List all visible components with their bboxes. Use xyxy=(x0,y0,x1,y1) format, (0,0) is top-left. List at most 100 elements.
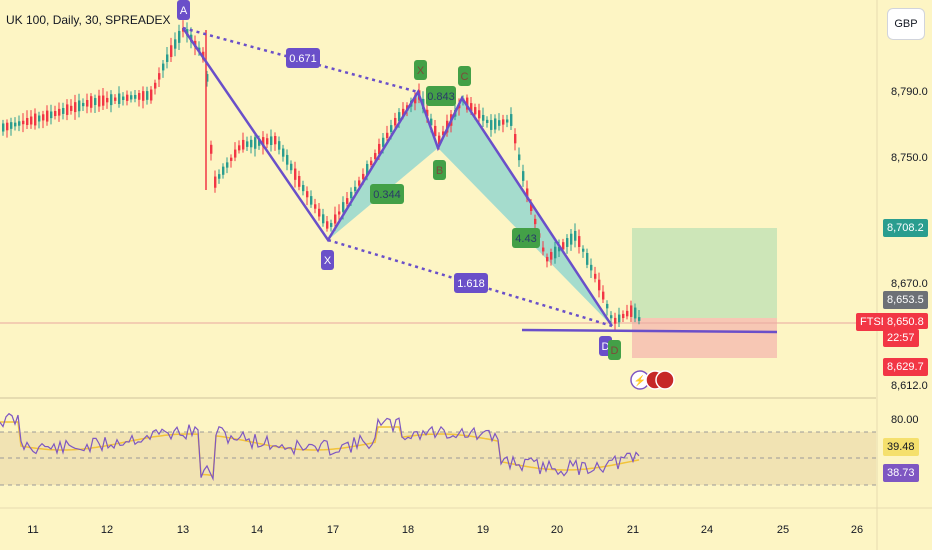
time-tick-label: 14 xyxy=(251,524,263,536)
candle-body xyxy=(74,102,77,113)
candle-body xyxy=(302,185,305,192)
candle-body xyxy=(374,153,377,159)
candle-body xyxy=(638,317,641,321)
candle-body xyxy=(42,114,45,121)
candle-body xyxy=(574,230,577,241)
candle-body xyxy=(206,74,209,82)
time-tick-label: 20 xyxy=(551,524,563,536)
pattern-line xyxy=(181,27,614,327)
candle-body xyxy=(46,110,49,122)
pattern-fill-xab xyxy=(328,92,438,240)
point-x-green-label-bg xyxy=(414,60,427,80)
candle-body xyxy=(494,118,497,130)
candle-body xyxy=(590,264,593,271)
ratio-cd-label-bg xyxy=(512,228,540,248)
candle-body xyxy=(122,96,125,101)
candle-body xyxy=(226,162,229,168)
candle-body xyxy=(266,138,269,145)
candle-body xyxy=(586,252,589,265)
point-b-label: B xyxy=(436,165,443,177)
candle-body xyxy=(6,122,9,131)
candle-body xyxy=(22,120,25,125)
rsi-tick-label: 80.00 xyxy=(891,414,919,426)
candle-body xyxy=(14,122,17,127)
candle-body xyxy=(330,223,333,227)
candle-body xyxy=(502,119,505,125)
candle-body xyxy=(354,186,357,192)
candle-body xyxy=(18,121,21,126)
point-x-label: X xyxy=(324,255,332,267)
candle-body xyxy=(282,148,285,157)
candle-body xyxy=(382,137,385,147)
chart-title: UK 100, Daily, 30, SPREADEX xyxy=(6,13,171,27)
point-c-label-bg xyxy=(458,66,471,86)
candle-body xyxy=(510,114,513,126)
candle-body xyxy=(298,176,301,187)
candle-body xyxy=(258,139,261,146)
point-c-label: C xyxy=(461,71,469,83)
candle-body xyxy=(78,100,81,112)
time-tick-label: 25 xyxy=(777,524,789,536)
candle-body xyxy=(174,39,177,49)
candle-body xyxy=(238,145,241,151)
candle-body xyxy=(626,310,629,317)
candle-body xyxy=(110,94,113,106)
point-a-label-bg xyxy=(177,0,190,20)
ratio-bc-label: 0.843 xyxy=(427,91,455,103)
candle-body xyxy=(434,125,437,137)
candle-body xyxy=(214,176,217,188)
point-x-green-label: X xyxy=(417,65,425,77)
candle-body xyxy=(290,163,293,171)
candle-body xyxy=(598,279,601,291)
candle-body xyxy=(222,166,225,175)
candle-body xyxy=(378,143,381,155)
candle-body xyxy=(150,89,153,101)
candle-body xyxy=(162,63,165,71)
candle-body xyxy=(438,135,441,145)
current-price-tag: 8,650.8 xyxy=(883,313,928,329)
point-x-label-bg xyxy=(321,250,334,270)
candle-body xyxy=(478,110,481,119)
rsi-ma-line xyxy=(0,421,640,477)
candle-body xyxy=(546,256,549,262)
candle-body xyxy=(34,113,37,126)
candle-body xyxy=(594,273,597,279)
candle-body xyxy=(50,111,53,119)
ratio-xd-label: 1.618 xyxy=(457,278,485,290)
time-tick-label: 18 xyxy=(402,524,414,536)
ratio-xa-label-bg xyxy=(286,48,320,68)
candle-body xyxy=(310,196,313,205)
currency-button[interactable]: GBP xyxy=(887,8,925,40)
rsi-value-tag: 38.73 xyxy=(883,464,919,482)
candle-body xyxy=(394,117,397,126)
point-a-label: A xyxy=(180,5,188,17)
candle-body xyxy=(178,30,181,43)
candle-body xyxy=(442,131,445,136)
candle-body xyxy=(614,317,617,324)
candle-body xyxy=(154,82,157,89)
candle-body xyxy=(58,108,61,116)
candle-body xyxy=(562,242,565,250)
candle-body xyxy=(62,107,65,114)
price-tick-label: 8,612.0 xyxy=(891,380,928,392)
rsi-ma-tag: 39.48 xyxy=(883,438,919,456)
candle-body xyxy=(126,94,129,101)
candle-body xyxy=(30,116,33,125)
candle-body xyxy=(370,160,373,166)
candle-body xyxy=(90,96,93,108)
point-d-label: D xyxy=(602,341,610,353)
time-tick-label: 12 xyxy=(101,524,113,536)
candle-body xyxy=(250,139,253,148)
candle-body xyxy=(474,107,477,115)
candle-body xyxy=(602,291,605,300)
candle-body xyxy=(630,305,633,317)
candle-body xyxy=(498,120,501,126)
uk-flag-icon xyxy=(655,370,675,390)
candle-body xyxy=(10,122,13,129)
point-d-green-label: D xyxy=(611,345,619,357)
candle-body xyxy=(270,136,273,146)
candle-body xyxy=(518,154,521,161)
candle-body xyxy=(582,248,585,252)
candle-body xyxy=(98,95,101,107)
